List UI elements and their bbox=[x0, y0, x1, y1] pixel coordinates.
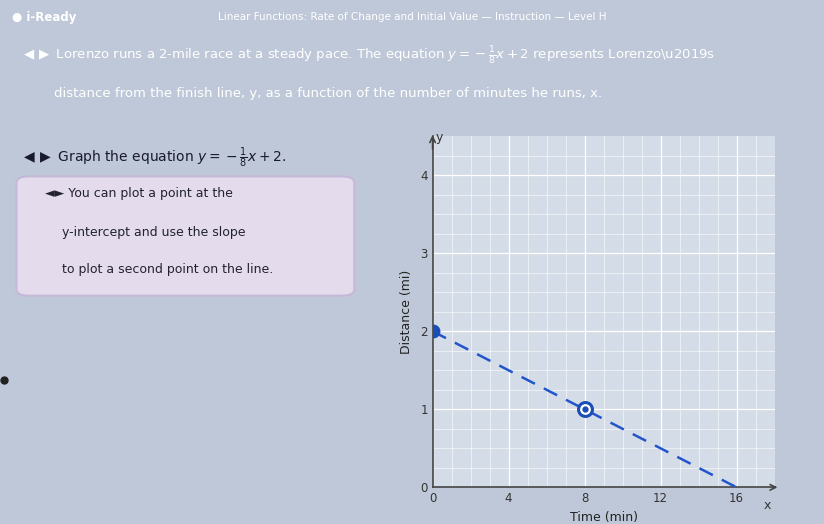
Text: x: x bbox=[763, 499, 770, 512]
Text: ● i-Ready: ● i-Ready bbox=[12, 10, 77, 24]
FancyBboxPatch shape bbox=[16, 177, 354, 296]
Text: to plot a second point on the line.: to plot a second point on the line. bbox=[62, 263, 273, 276]
Text: distance from the finish line, y, as a function of the number of minutes he runs: distance from the finish line, y, as a f… bbox=[54, 86, 602, 100]
Text: $\blacktriangleleft\blacktriangleright$ Graph the equation $y = -\frac{1}{8}x + : $\blacktriangleleft\blacktriangleright$ … bbox=[21, 146, 286, 170]
Text: $\blacktriangleleft\blacktriangleright$ Lorenzo runs a 2-mile race at a steady p: $\blacktriangleleft\blacktriangleright$ … bbox=[21, 45, 714, 67]
Text: Linear Functions: Rate of Change and Initial Value — Instruction — Level H: Linear Functions: Rate of Change and Ini… bbox=[218, 12, 606, 22]
X-axis label: Time (min): Time (min) bbox=[569, 511, 638, 523]
Y-axis label: Distance (mi): Distance (mi) bbox=[400, 270, 414, 354]
Text: y: y bbox=[435, 132, 442, 144]
Text: ◄► You can plot a point at the: ◄► You can plot a point at the bbox=[45, 187, 233, 200]
Text: y-intercept and use the slope: y-intercept and use the slope bbox=[62, 226, 246, 239]
